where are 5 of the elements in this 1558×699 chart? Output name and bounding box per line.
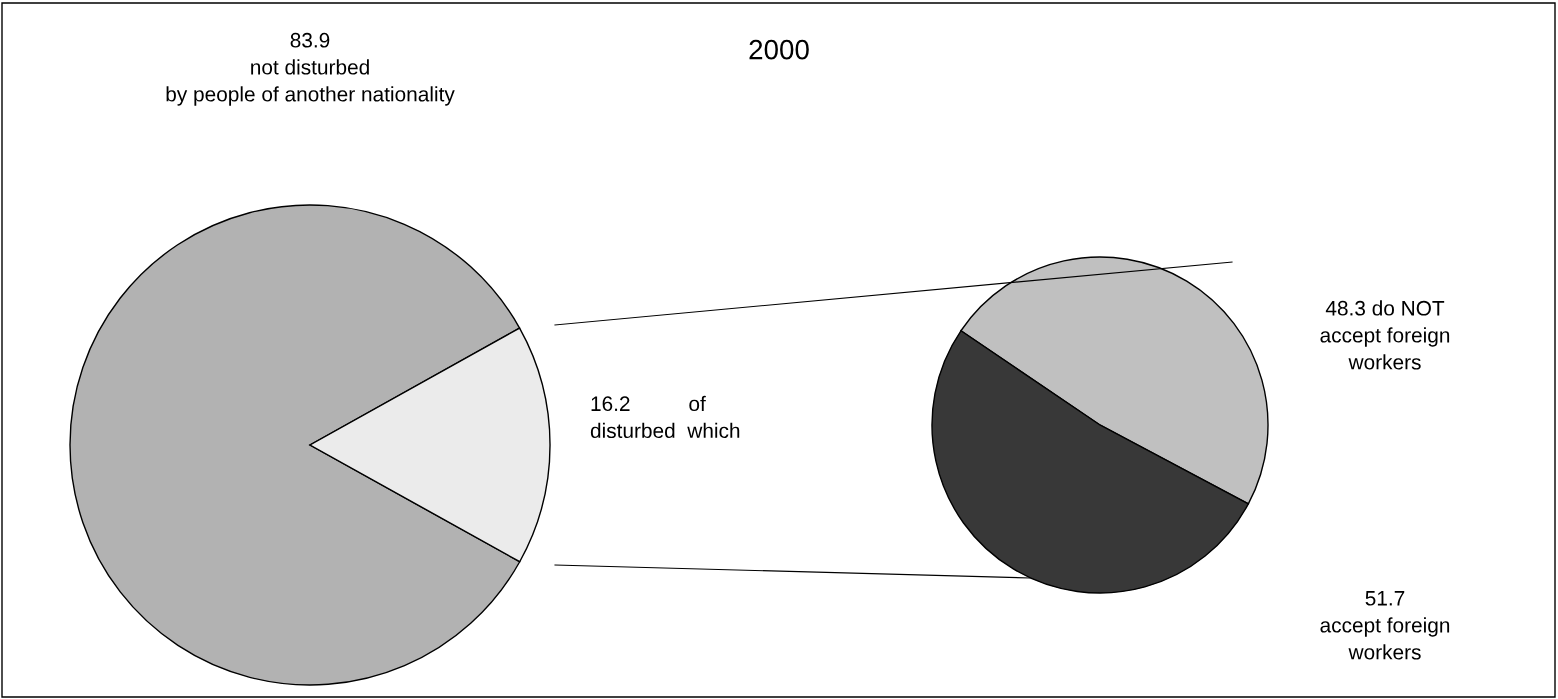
- chart-title: 2000: [749, 39, 809, 60]
- data-label: 83.9 not disturbed by people of another nationality: [166, 32, 455, 106]
- data-label: 48.3 do NOT accept foreign workers: [1320, 300, 1450, 370]
- data-label: 16.2 of disturbed which: [590, 395, 740, 439]
- data-label: 51.7 accept foreign workers: [1320, 591, 1450, 660]
